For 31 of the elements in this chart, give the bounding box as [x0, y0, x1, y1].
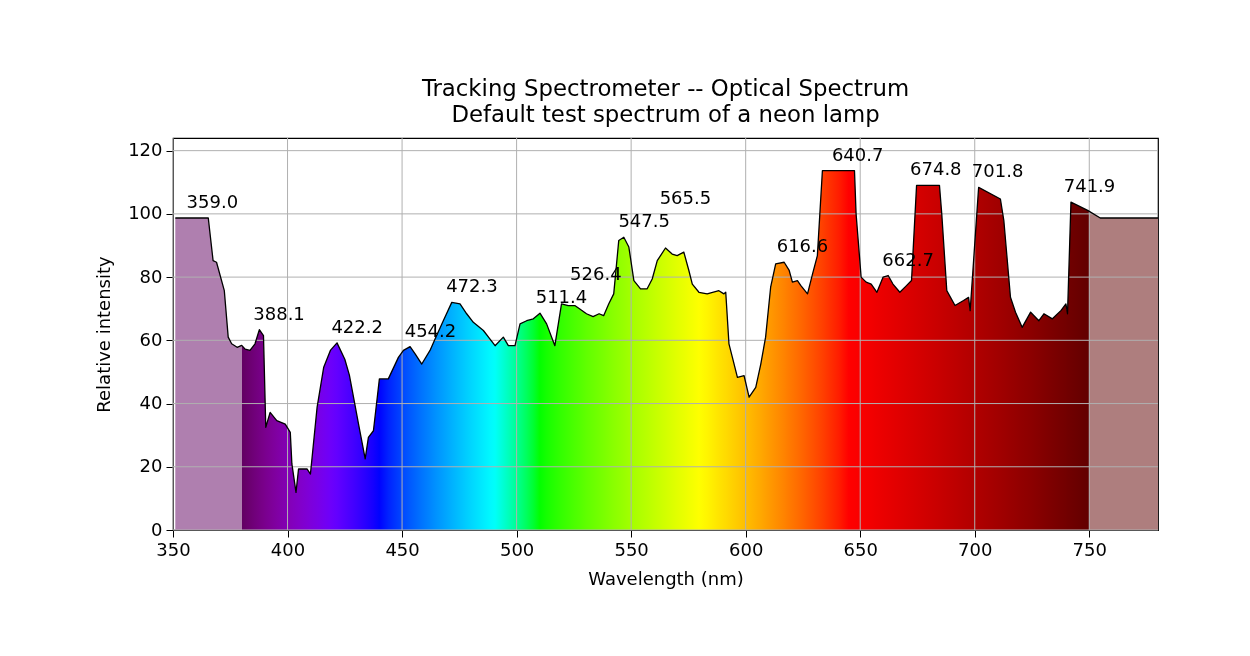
x-tick-label: 700: [958, 538, 993, 560]
x-axis-title: Wavelength (nm): [588, 567, 744, 589]
y-axis-title: Relative intensity: [93, 255, 115, 413]
annotation: 741.9: [1063, 175, 1116, 197]
annotation: 640.7: [831, 143, 884, 165]
x-tick-label: 450: [385, 538, 420, 560]
annotation: 674.8: [910, 158, 962, 180]
annotation: 422.2: [331, 315, 383, 337]
annotation: 565.5: [659, 187, 712, 209]
y-tick-label: 80: [139, 265, 163, 287]
chart-title: Tracking Spectrometer -- Optical Spectrum: [420, 74, 910, 101]
annotation: 701.8: [971, 160, 1024, 182]
y-tick-label: 40: [139, 392, 163, 414]
x-tick-label: 650: [843, 538, 878, 560]
annotation: 388.1: [253, 302, 305, 324]
annotation: 472.3: [446, 275, 498, 297]
x-tick-label: 500: [499, 538, 535, 560]
x-tick-label: 600: [728, 538, 764, 560]
x-tick-label: 400: [270, 538, 306, 560]
x-tick-label: 350: [156, 538, 191, 560]
y-tick-label: 60: [139, 328, 163, 350]
y-tick-label: 0: [151, 518, 163, 540]
chart-subtitle: Default test spectrum of a neon lamp: [451, 100, 880, 127]
y-tick-label: 120: [128, 139, 163, 161]
annotation: 511.4: [535, 286, 588, 308]
x-tick-label: 550: [614, 538, 649, 560]
y-tick-label: 20: [139, 455, 163, 477]
annotation: 359.0: [186, 190, 239, 212]
y-tick-label: 100: [128, 202, 163, 224]
x-tick-label: 750: [1072, 538, 1107, 560]
annotation: 547.5: [618, 210, 670, 232]
